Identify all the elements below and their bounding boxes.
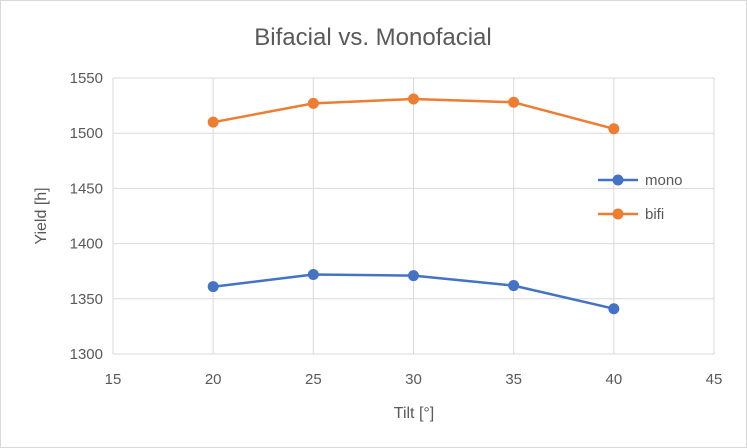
data-point-mono (307, 269, 319, 281)
data-point-mono (207, 281, 219, 293)
legend-item-bifi: bifi (598, 206, 664, 223)
data-point-mono (608, 303, 620, 315)
legend-marker (612, 208, 624, 220)
x-tick-label: 15 (105, 371, 122, 388)
chart-title: Bifacial vs. Monofacial (254, 24, 491, 51)
y-tick-label: 1450 (70, 180, 103, 197)
series-bifi (207, 93, 620, 135)
data-point-bifi (508, 96, 520, 108)
data-point-mono (508, 280, 520, 292)
y-axis-label: Yield [h] (33, 187, 50, 244)
data-point-mono (408, 270, 419, 282)
data-point-bifi (207, 116, 219, 128)
x-tick-label: 40 (605, 371, 622, 388)
x-axis-label: Tilt [°] (394, 405, 434, 422)
legend: mono bifi (598, 172, 683, 223)
y-tick-label: 1550 (70, 70, 103, 87)
legend-marker (612, 174, 624, 186)
data-point-bifi (408, 93, 419, 105)
data-point-bifi (608, 123, 620, 135)
grid-layer (112, 77, 715, 355)
y-tick-label: 1300 (70, 346, 103, 363)
legend-item-mono: mono (598, 172, 683, 189)
legend-label: mono (645, 172, 683, 189)
y-tick-label: 1400 (70, 236, 103, 253)
x-tick-label: 30 (405, 371, 422, 388)
x-tick-label: 35 (505, 371, 522, 388)
y-tick-label: 1350 (70, 291, 103, 308)
x-tick-label: 45 (706, 371, 723, 388)
y-tick-label: 1500 (70, 125, 103, 142)
series-mono (207, 269, 620, 315)
series-layer (207, 93, 620, 315)
x-tick-label: 20 (205, 371, 222, 388)
data-point-bifi (307, 97, 319, 109)
tick-layer: 1300 1350 1400 1450 1500 1550 15 20 25 30 35 40 45 (70, 70, 723, 388)
x-tick-label: 25 (305, 371, 322, 388)
legend-label: bifi (645, 206, 664, 223)
